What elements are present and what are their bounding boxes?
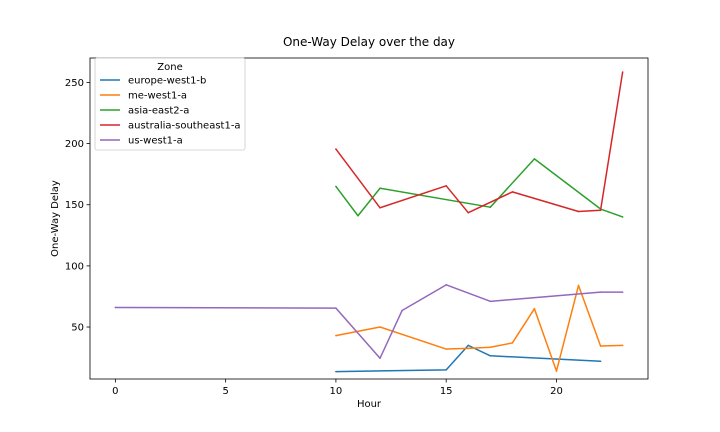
legend-box [94, 57, 246, 151]
data-point-me-west1-a-3 [467, 347, 470, 350]
y-tick-label: 150 [65, 200, 84, 211]
data-point-europe-west1-b-4 [599, 360, 602, 363]
data-point-europe-west1-b-0 [335, 370, 337, 373]
x-tick-label: 5 [222, 386, 228, 397]
plot-frame [89, 57, 649, 380]
series-line-australia-southeast1-a [335, 71, 624, 214]
x-tick-label: 20 [550, 386, 563, 397]
data-point-us-west1-a-3 [401, 309, 403, 312]
data-point-asia-east2-a-3 [489, 206, 492, 208]
data-point-us-west1-a-5 [489, 300, 492, 303]
legend-label-us-west1-a: us-west1-a [128, 136, 183, 147]
x-tick-label: 10 [330, 386, 343, 397]
data-point-asia-east2-a-6 [621, 216, 624, 218]
legend-label-asia-east2-a: asia-east2-a [128, 106, 189, 117]
data-point-asia-east2-a-0 [335, 185, 337, 188]
data-point-australia-southeast1-a-6 [599, 209, 602, 212]
plot-lines [114, 71, 624, 373]
data-point-us-west1-a-6 [599, 291, 602, 293]
chart-title: One-Way Delay over the day [283, 35, 455, 49]
data-point-us-west1-a-2 [379, 357, 381, 360]
series-line-europe-west1-b [335, 344, 601, 373]
legend-items: europe-west1-b me-west1-a asia-east2-a aust… [100, 76, 241, 147]
data-point-me-west1-a-7 [555, 370, 558, 372]
x-tick-label: 0 [112, 386, 118, 397]
data-point-australia-southeast1-a-0 [335, 148, 337, 150]
y-tick-label: 50 [71, 323, 84, 334]
data-point-me-west1-a-1 [379, 326, 381, 328]
y-tick-label: 250 [65, 78, 84, 89]
data-point-me-west1-a-10 [621, 344, 624, 347]
data-point-us-west1-a-1 [335, 307, 337, 309]
data-point-australia-southeast1-a-3 [467, 211, 470, 214]
legend-label-australia-southeast1-a: australia-southeast1-a [128, 121, 241, 132]
legend: Zone europe-west1-b me-west1-a asia-east2-… [94, 57, 246, 151]
y-axis-ticks: 50 100 150 200 250 [65, 78, 90, 334]
data-point-asia-east2-a-1 [357, 214, 359, 217]
data-point-australia-southeast1-a-1 [379, 207, 381, 209]
data-point-europe-west1-b-1 [445, 369, 447, 371]
data-point-me-west1-a-2 [445, 348, 447, 350]
data-point-us-west1-a-4 [445, 284, 447, 286]
legend-label-me-west1-a: me-west1-a [128, 91, 187, 102]
data-point-us-west1-a-0 [114, 306, 117, 309]
data-point-europe-west1-b-3 [489, 354, 492, 357]
data-point-me-west1-a-4 [489, 346, 492, 349]
data-point-me-west1-a-8 [577, 284, 580, 287]
y-tick-label: 200 [65, 139, 84, 150]
data-point-me-west1-a-9 [599, 345, 602, 347]
data-point-australia-southeast1-a-2 [445, 184, 447, 187]
data-point-me-west1-a-0 [335, 334, 337, 337]
data-point-asia-east2-a-4 [533, 158, 536, 160]
y-axis-label: One-Way Delay [50, 180, 61, 257]
legend-title: Zone [157, 62, 182, 73]
y-tick-label: 100 [65, 261, 84, 272]
legend-label-europe-west1-b: europe-west1-b [128, 76, 206, 87]
data-point-asia-east2-a-2 [379, 187, 381, 190]
data-point-me-west1-a-5 [511, 342, 514, 344]
data-point-europe-west1-b-2 [467, 344, 470, 347]
data-point-australia-southeast1-a-5 [577, 210, 580, 213]
data-point-me-west1-a-6 [533, 307, 536, 310]
x-axis-label: Hour [357, 399, 382, 410]
series-line-us-west1-a [115, 284, 623, 359]
series-line-me-west1-a [335, 284, 623, 372]
x-axis-ticks: 0 5 10 15 20 [112, 379, 563, 397]
x-tick-label: 15 [440, 386, 453, 397]
data-point-us-west1-a-7 [621, 291, 624, 293]
data-point-australia-southeast1-a-7 [621, 71, 624, 73]
data-point-australia-southeast1-a-4 [511, 191, 514, 193]
